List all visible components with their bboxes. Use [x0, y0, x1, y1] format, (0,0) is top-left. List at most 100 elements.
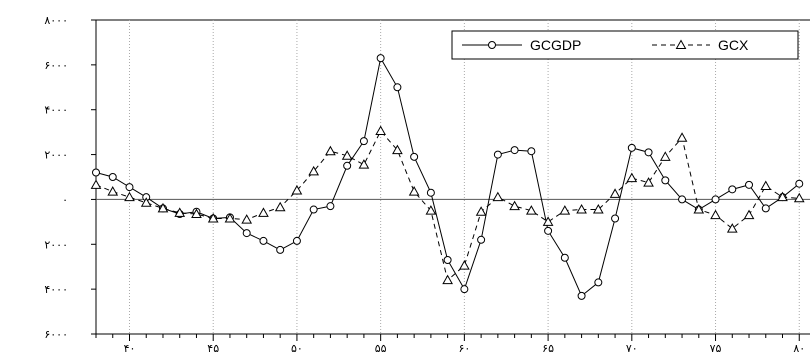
point-gcx	[341, 150, 353, 160]
point-gcx	[793, 192, 805, 203]
y-tick-label: ۰	[62, 193, 68, 206]
point-gcx	[274, 201, 286, 212]
point-gcx	[140, 197, 152, 207]
point-gcx	[710, 209, 721, 220]
point-gcgdp	[728, 185, 737, 194]
x-tick-label: ۵۰	[291, 342, 303, 354]
y-tick-label: ۶۰۰۰	[44, 59, 68, 72]
point-gcx	[609, 188, 621, 198]
point-gcgdp	[276, 245, 285, 254]
point-gcx	[559, 205, 571, 215]
point-gcx	[743, 209, 755, 220]
x-tick-label: ۶۵	[542, 342, 554, 354]
point-gcgdp	[259, 236, 268, 245]
point-gcx	[576, 204, 587, 214]
point-gcx	[592, 204, 604, 214]
point-gcx	[777, 191, 788, 202]
point-gcgdp	[711, 195, 720, 204]
point-gcx	[459, 260, 470, 270]
y-tick-label: ۴۰۰۰	[44, 283, 68, 296]
point-gcgdp	[678, 195, 687, 204]
point-gcgdp	[594, 278, 603, 287]
x-tick-label: ۷۰	[626, 342, 638, 354]
point-gcgdp	[343, 161, 352, 170]
point-gcx	[291, 184, 303, 195]
point-gcgdp	[477, 235, 486, 244]
point-gcx	[375, 125, 387, 136]
point-gcgdp	[544, 226, 553, 235]
point-gcgdp	[443, 255, 452, 264]
point-gcgdp	[242, 229, 251, 238]
point-gcx	[308, 165, 320, 176]
point-gcx	[525, 205, 537, 215]
point-gcgdp	[745, 180, 754, 189]
legend-label-gcgdp: GCGDP	[530, 37, 581, 53]
x-tick-label: ۶۰	[458, 342, 470, 354]
point-gcgdp	[393, 83, 402, 92]
point-gcx	[358, 159, 370, 169]
point-gcgdp	[292, 236, 301, 245]
point-gcx	[124, 191, 135, 202]
point-gcgdp	[611, 214, 620, 223]
point-gcgdp	[510, 146, 519, 155]
point-gcx	[626, 172, 638, 183]
point-gcx	[442, 274, 453, 285]
point-gcx	[659, 151, 671, 161]
point-gcgdp	[661, 176, 670, 185]
point-gcgdp	[359, 137, 368, 146]
y-tick-label: ۸۰۰۰	[44, 14, 68, 27]
x-tick-label: ۵۵	[375, 342, 387, 354]
point-gcgdp	[577, 291, 586, 300]
point-gcx	[224, 212, 236, 223]
point-gcx	[207, 212, 219, 223]
point-gcx	[425, 205, 437, 215]
point-gcgdp	[326, 202, 335, 211]
point-gcgdp	[644, 148, 653, 157]
point-gcx	[542, 216, 554, 226]
point-gcx	[107, 186, 119, 196]
legend-marker-gcx	[675, 39, 687, 49]
point-gcx	[392, 144, 403, 155]
legend-label-gcx: GCX	[718, 37, 749, 53]
point-gcgdp	[92, 168, 100, 177]
point-gcx	[191, 208, 202, 219]
point-gcx	[475, 206, 487, 216]
point-gcx	[676, 132, 688, 142]
point-gcgdp	[761, 204, 770, 213]
point-gcx	[90, 179, 102, 189]
x-tick-label: ۴۰	[124, 342, 136, 354]
data-series	[90, 54, 805, 300]
axis-ticks: ۴۰ ۴۵ ۵۰ ۵۵ ۶۰ ۶۵ ۷۰ ۷۵ ۸۰ ۶۰۰۰ ۴۰۰۰ ۲۰۰۰ ۰ ۲۰۰۰ ۴۰۰۰ ۶…	[44, 14, 805, 354]
point-gcx	[157, 202, 169, 213]
point-gcgdp	[560, 253, 569, 262]
point-gcgdp	[125, 183, 134, 192]
point-gcgdp	[376, 54, 385, 63]
point-gcx	[241, 214, 253, 224]
point-gcgdp	[795, 179, 804, 188]
y-tick-label: ۲۰۰۰	[44, 149, 68, 162]
legend-marker-gcgdp	[488, 41, 496, 49]
point-gcgdp	[426, 188, 435, 197]
plot-frame	[95, 19, 810, 335]
point-gcx	[408, 186, 420, 196]
point-gcx	[760, 180, 772, 190]
point-gcx	[726, 223, 738, 233]
point-gcgdp	[627, 143, 636, 152]
x-tick-label: ۷۵	[710, 342, 722, 354]
point-gcgdp	[493, 150, 502, 159]
point-gcx	[174, 207, 186, 217]
point-gcgdp	[410, 152, 419, 161]
point-gcgdp	[527, 147, 536, 156]
x-tick-label: ۸۰	[793, 342, 805, 354]
point-gcx	[509, 200, 520, 211]
point-gcx	[693, 204, 705, 214]
y-tick-label: ۴۰۰۰	[44, 104, 68, 117]
point-gcx	[325, 145, 336, 156]
point-gcx	[643, 177, 654, 187]
point-gcgdp	[108, 173, 117, 181]
y-tick-label: ۶۰۰۰	[44, 328, 68, 341]
y-tick-label: ۲۰۰۰	[44, 238, 68, 251]
point-gcgdp	[309, 205, 318, 214]
point-gcgdp	[460, 285, 469, 294]
